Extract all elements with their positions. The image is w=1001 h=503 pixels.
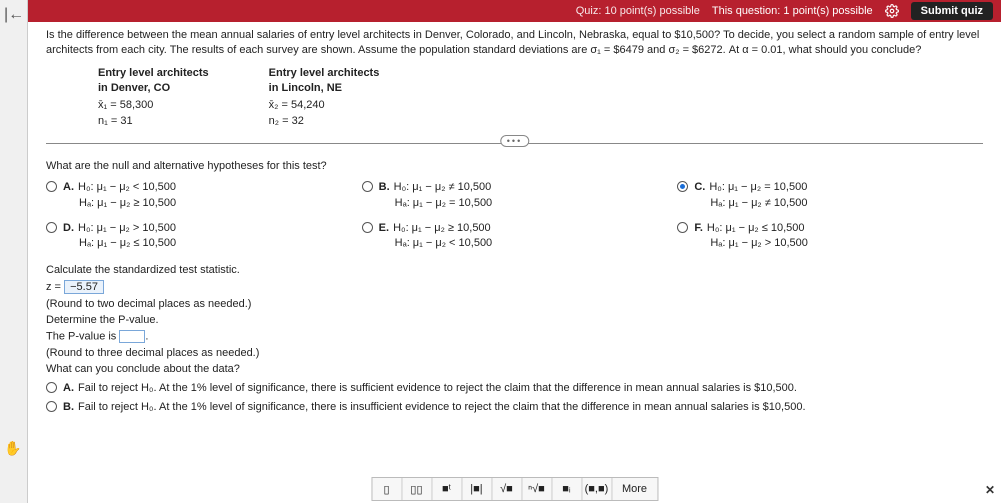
radio-concl-a[interactable] [46, 382, 57, 393]
z-line: z = −5.57 [46, 280, 983, 294]
palette-abs[interactable]: |■| [462, 478, 492, 500]
calculations: Calculate the standardized test statisti… [46, 264, 983, 416]
radio-concl-b[interactable] [46, 401, 57, 412]
std-stat-label: Calculate the standardized test statisti… [46, 264, 983, 276]
radio-b[interactable] [362, 181, 373, 192]
round-2dp: (Round to two decimal places as needed.) [46, 298, 983, 310]
denver-xbar: x̄₁ = 58,300 [98, 98, 209, 113]
this-question-points: This question: 1 point(s) possible [712, 5, 873, 17]
choice-d[interactable]: D.H₀: μ₁ − μ₂ > 10,500 Hₐ: μ₁ − μ₂ ≤ 10,… [46, 221, 352, 252]
stats-denver: Entry level architectsin Denver, CO x̄₁ … [98, 66, 209, 130]
back-icon[interactable]: |← [4, 6, 24, 24]
radio-a[interactable] [46, 181, 57, 192]
palette-more[interactable]: More [612, 483, 657, 495]
choice-c[interactable]: C.H₀: μ₁ − μ₂ = 10,500 Hₐ: μ₁ − μ₂ ≠ 10,… [677, 180, 983, 211]
palette-sub[interactable]: ■ᵢ [552, 478, 582, 500]
lincoln-xbar: x̄₂ = 54,240 [269, 98, 380, 113]
close-icon[interactable]: ✕ [985, 483, 995, 497]
det-p-label: Determine the P-value. [46, 314, 983, 326]
submit-quiz-button[interactable]: Submit quiz [911, 2, 993, 20]
palette-interval[interactable]: (■,■) [582, 478, 612, 500]
section-divider: ••• [46, 143, 983, 144]
answer-area: What are the null and alternative hypoth… [28, 144, 1001, 415]
radio-f[interactable] [677, 222, 688, 233]
sample-statistics: Entry level architectsin Denver, CO x̄₁ … [28, 62, 1001, 140]
expand-icon[interactable]: ••• [500, 135, 529, 147]
palette-exp[interactable]: ■ᵗ [432, 478, 462, 500]
choice-e[interactable]: E.H₀: μ₁ − μ₂ ≥ 10,500 Hₐ: μ₁ − μ₂ < 10,… [362, 221, 668, 252]
p-input[interactable] [119, 330, 145, 343]
conclude-prompt: What can you conclude about the data? [46, 363, 983, 375]
radio-e[interactable] [362, 222, 373, 233]
denver-n: n₁ = 31 [98, 114, 209, 129]
palette-frac[interactable]: ▯ [372, 478, 402, 500]
gear-icon[interactable] [885, 4, 899, 18]
lincoln-n: n₂ = 32 [269, 114, 380, 129]
main-panel: Quiz: 10 point(s) possible This question… [28, 0, 1001, 503]
quiz-header: Quiz: 10 point(s) possible This question… [28, 0, 1001, 22]
conclusion-choices: A.Fail to reject H₀. At the 1% level of … [46, 381, 983, 416]
hw-points: Quiz: 10 point(s) possible [576, 5, 700, 17]
z-input[interactable]: −5.57 [64, 280, 104, 294]
radio-c[interactable] [677, 181, 688, 192]
palette-sqrt[interactable]: √■ [492, 478, 522, 500]
lincoln-title: Entry level architectsin Lincoln, NE [269, 66, 380, 97]
denver-title: Entry level architectsin Denver, CO [98, 66, 209, 97]
question-text: Is the difference between the mean annua… [28, 22, 1001, 62]
conclusion-a[interactable]: A.Fail to reject H₀. At the 1% level of … [46, 381, 983, 396]
conclusion-b[interactable]: B.Fail to reject H₀. At the 1% level of … [46, 400, 983, 415]
round-3dp: (Round to three decimal places as needed… [46, 347, 983, 359]
choice-f[interactable]: F.H₀: μ₁ − μ₂ ≤ 10,500 Hₐ: μ₁ − μ₂ > 10,… [677, 221, 983, 252]
choice-b[interactable]: B.H₀: μ₁ − μ₂ ≠ 10,500 Hₐ: μ₁ − μ₂ = 10,… [362, 180, 668, 211]
hypotheses-prompt: What are the null and alternative hypoth… [46, 160, 983, 172]
choice-a[interactable]: A.H₀: μ₁ − μ₂ < 10,500 Hₐ: μ₁ − μ₂ ≥ 10,… [46, 180, 352, 211]
hypotheses-choices: A.H₀: μ₁ − μ₂ < 10,500 Hₐ: μ₁ − μ₂ ≥ 10,… [46, 180, 983, 252]
p-line: The P-value is . [46, 330, 983, 343]
palette-nroot[interactable]: ⁿ√■ [522, 478, 552, 500]
stats-lincoln: Entry level architectsin Lincoln, NE x̄₂… [269, 66, 380, 130]
draw-icon[interactable]: ✋ [4, 440, 21, 457]
palette-mixed[interactable]: ▯▯ [402, 478, 432, 500]
radio-d[interactable] [46, 222, 57, 233]
math-palette: ▯ ▯▯ ■ᵗ |■| √■ ⁿ√■ ■ᵢ (■,■) More [371, 477, 658, 501]
left-sidebar: |← ✋ [0, 0, 28, 503]
